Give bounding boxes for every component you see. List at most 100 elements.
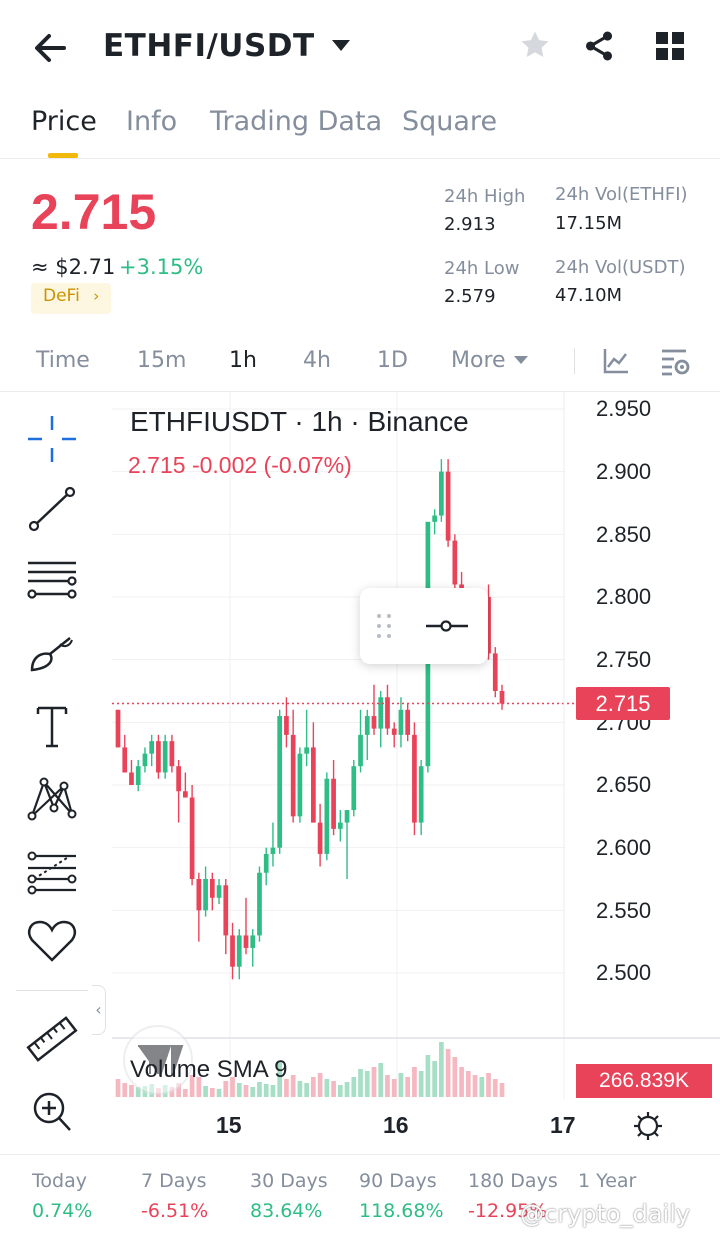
back-arrow-icon[interactable] xyxy=(30,28,70,68)
collapse-toolbar-button[interactable]: ‹ xyxy=(92,985,106,1035)
y-tick-label: 2.900 xyxy=(596,459,652,484)
volume-bar xyxy=(230,1077,235,1097)
pattern-tool-icon[interactable] xyxy=(24,772,80,822)
volume-bar xyxy=(385,1075,390,1097)
interval-time[interactable]: Time xyxy=(36,348,90,373)
perf-value-today: 0.74% xyxy=(32,1200,93,1222)
candle-body xyxy=(344,810,350,823)
y-tick-label: 2.600 xyxy=(596,835,652,860)
vol-quote-label: 24h Vol(USDT) xyxy=(555,257,686,278)
candle-body xyxy=(486,597,491,654)
perf-label-90d[interactable]: 90 Days xyxy=(359,1170,437,1192)
candle-body xyxy=(189,797,195,879)
candle-body xyxy=(492,653,498,691)
interval-1h[interactable]: 1h xyxy=(229,348,257,373)
candle-body xyxy=(290,734,296,817)
caret-down-icon[interactable] xyxy=(514,356,528,364)
candle-body xyxy=(270,847,276,854)
pair-title[interactable]: ETHFI/USDT xyxy=(103,28,315,64)
volume-bar xyxy=(122,1083,128,1097)
candle-body xyxy=(439,471,444,516)
perf-label-1y[interactable]: 1 Year xyxy=(578,1170,637,1192)
tab-info[interactable]: Info xyxy=(126,106,178,137)
low-value: 2.579 xyxy=(444,286,496,307)
tab-square[interactable]: Square xyxy=(402,106,498,137)
tab-price[interactable]: Price xyxy=(31,106,97,137)
category-tag[interactable]: DeFi › xyxy=(31,283,112,314)
chart-grid xyxy=(112,392,565,1100)
drawing-widget[interactable] xyxy=(360,588,488,664)
trend-line-icon[interactable] xyxy=(24,484,80,534)
zoom-in-icon[interactable] xyxy=(24,1086,80,1136)
candle-body xyxy=(284,716,289,735)
candle-body xyxy=(331,778,336,829)
heart-icon[interactable] xyxy=(24,916,80,966)
volume-bar xyxy=(337,1085,343,1097)
indicator-chart-icon[interactable] xyxy=(602,347,630,375)
crosshair-icon[interactable] xyxy=(24,414,80,464)
candles xyxy=(115,459,505,980)
perf-label-7d[interactable]: 7 Days xyxy=(141,1170,207,1192)
candle-body xyxy=(176,766,181,792)
candle-body xyxy=(445,471,451,541)
star-icon[interactable] xyxy=(518,28,552,62)
candle-body xyxy=(236,935,242,967)
interval-more[interactable]: More xyxy=(451,348,506,373)
tab-trading-data[interactable]: Trading Data xyxy=(210,106,383,137)
volume-bar xyxy=(499,1083,505,1097)
volume-bar xyxy=(439,1042,444,1097)
candle-body xyxy=(432,515,437,522)
volume-bar xyxy=(115,1079,121,1097)
share-icon[interactable] xyxy=(582,28,616,64)
chart-ohlc-legend: 2.715 -0.002 (-0.07%) xyxy=(128,452,352,478)
volume-bar xyxy=(486,1073,491,1097)
volume-bar xyxy=(452,1057,458,1097)
caret-down-icon[interactable] xyxy=(332,40,350,51)
low-label: 24h Low xyxy=(444,258,520,279)
active-tab-indicator xyxy=(48,153,78,158)
volume-bar xyxy=(290,1075,296,1097)
perf-label-180d[interactable]: 180 Days xyxy=(468,1170,558,1192)
chart-settings-icon[interactable] xyxy=(660,347,692,377)
volume-bar xyxy=(270,1085,276,1097)
volume-bar xyxy=(304,1083,309,1097)
volume-bar xyxy=(391,1079,397,1097)
volume-bar xyxy=(371,1067,377,1097)
volume-bar xyxy=(479,1077,485,1097)
candle-body xyxy=(196,879,202,911)
text-tool-icon[interactable] xyxy=(24,702,80,752)
interval-1d[interactable]: 1D xyxy=(377,348,408,373)
perf-value-30d: 83.64% xyxy=(250,1200,323,1222)
interval-15m[interactable]: 15m xyxy=(137,348,187,373)
chevron-right-icon: › xyxy=(93,287,100,305)
drag-handle-icon[interactable] xyxy=(374,612,394,640)
high-label: 24h High xyxy=(444,186,526,207)
candle-body xyxy=(311,747,316,823)
volume-bar xyxy=(297,1081,303,1097)
ruler-icon[interactable] xyxy=(24,1014,80,1064)
interval-4h[interactable]: 4h xyxy=(303,348,331,373)
horizontal-ray-icon[interactable] xyxy=(424,616,470,636)
candle-body xyxy=(358,734,363,767)
volume-bars xyxy=(115,1042,505,1097)
volume-bar xyxy=(344,1082,350,1097)
grid-icon[interactable] xyxy=(655,31,685,61)
fibonacci-tool-icon[interactable] xyxy=(24,846,80,896)
y-tick-label: 2.950 xyxy=(596,396,652,421)
candle-body xyxy=(142,753,148,767)
gear-icon[interactable] xyxy=(632,1110,664,1142)
perf-label-today[interactable]: Today xyxy=(32,1170,87,1192)
y-tick-label: 2.750 xyxy=(596,647,652,672)
candle-body xyxy=(297,753,303,817)
vol-base-label: 24h Vol(ETHFI) xyxy=(555,184,688,205)
perf-label-30d[interactable]: 30 Days xyxy=(250,1170,328,1192)
candle-body xyxy=(317,822,323,854)
candle-body xyxy=(230,935,235,967)
perf-value-7d: -6.51% xyxy=(141,1200,209,1222)
brush-icon[interactable] xyxy=(24,628,80,678)
volume-bar xyxy=(203,1086,208,1097)
volume-bar xyxy=(236,1083,242,1097)
horizontal-lines-icon[interactable] xyxy=(24,556,80,606)
volume-bar xyxy=(459,1067,464,1097)
y-tick-label: 2.500 xyxy=(596,960,652,985)
